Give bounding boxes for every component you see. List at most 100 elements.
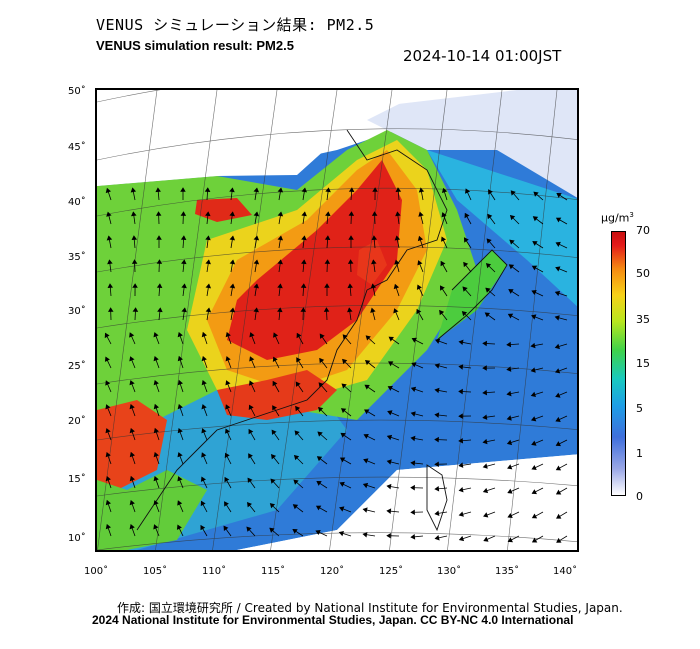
wind-arrow-head bbox=[129, 475, 135, 482]
wind-arrow-head bbox=[506, 439, 513, 446]
wind-arrow-head bbox=[484, 312, 491, 318]
wind-arrow-head bbox=[131, 235, 138, 241]
wind-arrow-head bbox=[108, 307, 114, 312]
wind-arrow-head bbox=[372, 187, 378, 192]
wind-arrow-head bbox=[461, 311, 468, 317]
wind-arrow-head bbox=[296, 332, 302, 339]
wind-arrow-head bbox=[363, 433, 369, 439]
wind-arrow-head bbox=[176, 524, 182, 530]
credit-line: 作成: 国立環境研究所 / Created by National Instit… bbox=[117, 601, 623, 615]
wind-arrow-head bbox=[293, 479, 299, 485]
wind-arrow-head bbox=[554, 343, 560, 350]
wind-arrow-head bbox=[225, 404, 231, 410]
lon-tick-label: 135˚ bbox=[495, 566, 520, 577]
wind-arrow-head bbox=[434, 338, 441, 344]
colorbar-label: 50 bbox=[636, 267, 650, 280]
wind-arrow-head bbox=[156, 283, 163, 289]
lat-tick-label: 30˚ bbox=[68, 306, 86, 317]
wind-arrow-head bbox=[530, 391, 536, 398]
wind-arrow-head bbox=[440, 260, 446, 267]
wind-arrow-head bbox=[253, 259, 260, 265]
wind-arrow-head bbox=[201, 404, 207, 410]
wind-arrow-head bbox=[532, 216, 539, 222]
wind-arrow-head bbox=[530, 416, 537, 422]
no-data-region-south bbox=[237, 454, 577, 550]
wind-arrow-head bbox=[153, 524, 159, 530]
graticule bbox=[97, 90, 577, 550]
wind-arrow-head bbox=[253, 283, 260, 289]
wind-arrow-head bbox=[224, 476, 230, 483]
wind-arrow-head bbox=[555, 465, 562, 471]
wind-arrow-head bbox=[555, 489, 562, 495]
pm25-map bbox=[95, 88, 579, 552]
map-title-japanese: VENUS シミュレーション結果: PM2.5 bbox=[96, 16, 375, 34]
wind-arrow-head bbox=[507, 313, 514, 319]
wind-arrow-head bbox=[371, 259, 377, 265]
wind-arrow-head bbox=[506, 390, 512, 397]
wind-arrow-head bbox=[348, 211, 355, 216]
wind-arrow-head bbox=[386, 483, 392, 490]
wind-arrow-head bbox=[371, 235, 378, 241]
wind-arrow-head bbox=[530, 367, 536, 373]
wind-arrow-head bbox=[129, 332, 135, 338]
wind-arrow-head bbox=[508, 264, 515, 270]
wind-arrow-head bbox=[487, 213, 493, 220]
wind-arrow-head bbox=[531, 489, 537, 495]
lat-tick-label: 25˚ bbox=[68, 361, 86, 372]
wind-arrow-head bbox=[386, 459, 392, 465]
wind-arrow-head bbox=[324, 235, 331, 241]
wind-arrow-head bbox=[362, 531, 368, 538]
wind-arrow-head bbox=[177, 331, 183, 338]
wind-arrow-head bbox=[204, 187, 211, 193]
wind-arrow-head bbox=[458, 511, 464, 517]
wind-arrow-head bbox=[386, 434, 393, 441]
wind-arrow-head bbox=[464, 212, 470, 219]
wind-arrow-head bbox=[324, 283, 330, 288]
wind-arrow-head bbox=[339, 506, 345, 512]
wind-arrow-head bbox=[229, 283, 236, 289]
wind-arrow-head bbox=[105, 187, 111, 194]
wind-arrow-head bbox=[458, 535, 465, 542]
wind-arrow-head bbox=[386, 533, 391, 539]
wind-arrow-head bbox=[249, 332, 255, 338]
wind-arrow-head bbox=[301, 259, 307, 265]
wind-arrow-head bbox=[225, 428, 231, 434]
low-field-northeast bbox=[347, 90, 577, 198]
wind-arrow-head bbox=[248, 453, 253, 459]
wind-arrow-head bbox=[319, 357, 325, 364]
wind-arrow-head bbox=[364, 360, 371, 366]
wind-arrow-head bbox=[104, 356, 110, 362]
wind-arrow-head bbox=[315, 505, 322, 511]
lat-tick-label: 10˚ bbox=[68, 533, 86, 544]
wind-arrow-head bbox=[410, 534, 416, 540]
wind-arrow-head bbox=[364, 384, 370, 390]
wind-arrow-head bbox=[293, 454, 300, 461]
wind-arrow-head bbox=[315, 530, 321, 536]
colorbar-label: 0 bbox=[636, 490, 643, 503]
wind-arrow-head bbox=[509, 214, 516, 221]
wind-arrow-head bbox=[410, 484, 415, 491]
wind-arrow-head bbox=[387, 410, 393, 416]
wind-arrow-head bbox=[225, 331, 231, 338]
wind-arrow-head bbox=[362, 507, 368, 513]
wind-arrow-head bbox=[458, 339, 464, 346]
wind-arrow-head bbox=[225, 380, 231, 386]
wind-arrow-head bbox=[317, 431, 323, 437]
wind-arrow-head bbox=[177, 500, 183, 506]
wind-arrow-head bbox=[362, 482, 369, 489]
wind-arrow-head bbox=[272, 356, 278, 362]
wind-arrow-head bbox=[482, 414, 488, 420]
wind-arrow-head bbox=[153, 475, 159, 482]
colorbar-label: 70 bbox=[636, 224, 650, 237]
wind-arrow-head bbox=[270, 478, 276, 484]
wind-arrow-head bbox=[482, 365, 487, 371]
wind-arrow-head bbox=[229, 187, 235, 193]
wind-arrow-head bbox=[248, 428, 254, 435]
wind-arrow-head bbox=[177, 476, 183, 482]
wind-arrow-head bbox=[363, 458, 369, 464]
wind-arrow-head bbox=[277, 259, 283, 265]
wind-arrow-head bbox=[246, 526, 252, 532]
wind-arrow-head bbox=[105, 523, 112, 530]
wind-arrow-head bbox=[465, 188, 471, 194]
wind-arrow-head bbox=[485, 287, 491, 293]
